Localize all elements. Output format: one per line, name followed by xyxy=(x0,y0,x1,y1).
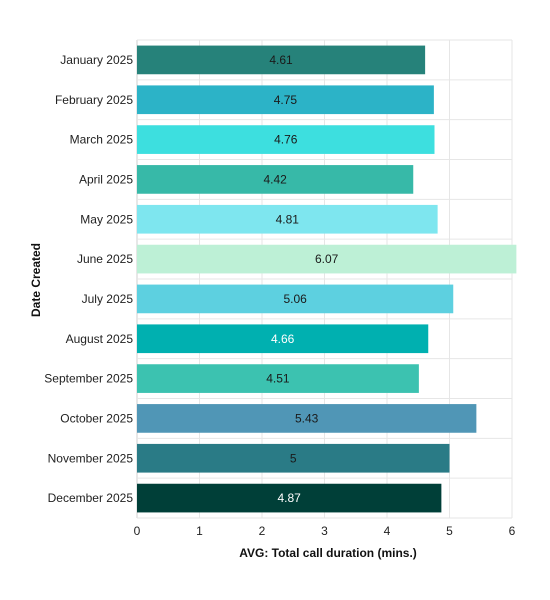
bar[interactable] xyxy=(137,483,442,513)
bar[interactable] xyxy=(137,165,414,194)
bar[interactable] xyxy=(137,85,434,115)
bar[interactable] xyxy=(137,364,419,393)
category-label: July 2025 xyxy=(82,292,134,306)
category-label: June 2025 xyxy=(77,252,133,266)
category-label: February 2025 xyxy=(55,93,133,107)
category-label: December 2025 xyxy=(48,491,134,505)
grid-lines xyxy=(136,39,513,519)
x-tick-label: 1 xyxy=(196,524,203,538)
category-label: September 2025 xyxy=(44,372,133,386)
x-tick-label: 3 xyxy=(321,524,328,538)
x-tick-label: 5 xyxy=(446,524,453,538)
bar[interactable] xyxy=(137,244,517,274)
x-tick-label: 4 xyxy=(384,524,391,538)
category-labels: January 2025 February 2025 March 2025 April… xyxy=(44,53,133,505)
y-axis-title: Date Created xyxy=(29,243,43,317)
bar[interactable] xyxy=(137,284,454,314)
category-label: May 2025 xyxy=(80,212,133,226)
x-tick-label: 2 xyxy=(259,524,266,538)
bar-value-label: 4.81 xyxy=(276,212,300,226)
bar-value-label: 4.75 xyxy=(274,93,298,107)
bar-value-label: 5 xyxy=(290,451,297,465)
x-tick-labels: 0 1 2 3 4 5 6 xyxy=(134,524,516,538)
bar-value-label: 4.76 xyxy=(274,133,298,147)
bar-value-label: 4.66 xyxy=(271,332,295,346)
bar-value-label: 5.06 xyxy=(283,292,307,306)
x-tick-label: 6 xyxy=(509,524,516,538)
category-label: January 2025 xyxy=(60,53,133,67)
bar[interactable] xyxy=(137,324,429,354)
category-label: August 2025 xyxy=(66,332,134,346)
bar-value-label: 4.87 xyxy=(278,491,302,505)
x-axis-title: AVG: Total call duration (mins.) xyxy=(239,546,417,560)
bar[interactable] xyxy=(137,404,477,433)
bar[interactable] xyxy=(137,125,435,154)
bar[interactable] xyxy=(137,45,426,75)
bar-value-label: 5.43 xyxy=(295,411,319,425)
category-label: April 2025 xyxy=(79,172,133,186)
bar-value-label: 4.51 xyxy=(266,372,290,386)
category-label: March 2025 xyxy=(70,133,134,147)
category-label: October 2025 xyxy=(60,411,133,425)
bar-value-label: 6.07 xyxy=(315,252,339,266)
bar[interactable] xyxy=(137,204,438,234)
bar[interactable] xyxy=(137,443,450,473)
x-tick-label: 0 xyxy=(134,524,141,538)
bar-value-label: 4.61 xyxy=(269,53,293,67)
category-label: November 2025 xyxy=(48,451,134,465)
bar-value-label: 4.42 xyxy=(263,172,287,186)
bars-group: 4.61 4.75 4.76 4.42 4.81 6.07 5.06 4.66 4.51 5.43… xyxy=(137,45,517,513)
